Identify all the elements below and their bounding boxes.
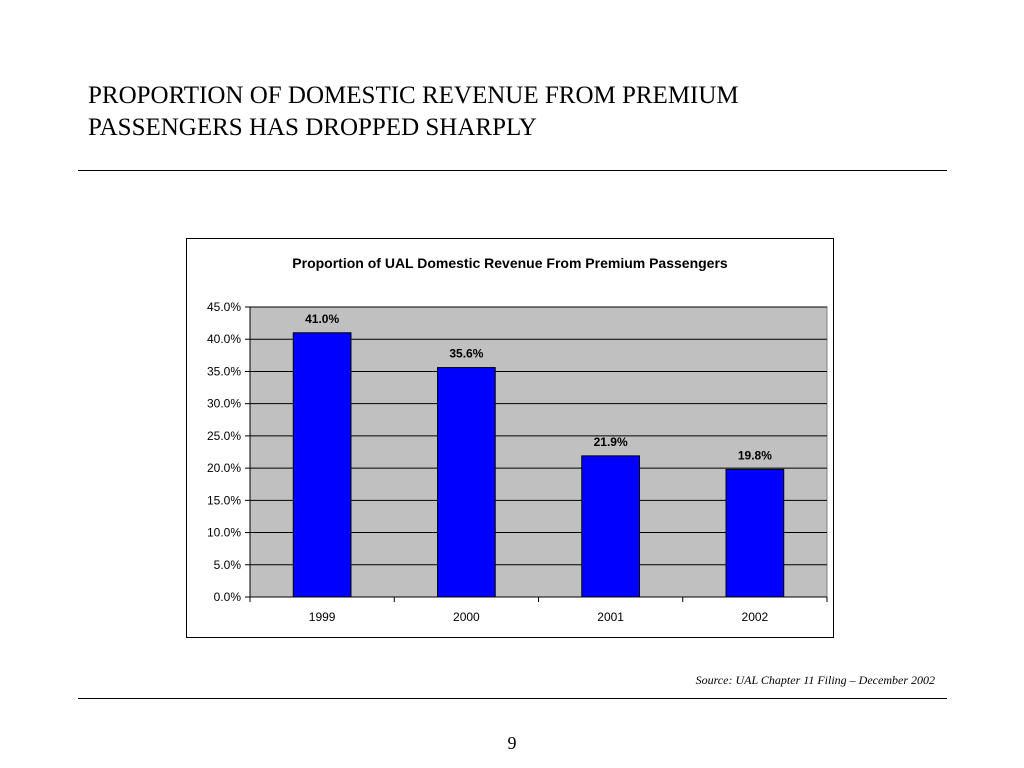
data-label-2001: 21.9%: [594, 435, 628, 449]
bar-chart: Proportion of UAL Domestic Revenue From …: [207, 255, 828, 624]
x-tick-label-1999: 1999: [309, 610, 336, 624]
y-tick-label: 5.0%: [214, 558, 242, 572]
page-number: 9: [507, 733, 517, 753]
y-tick-label: 45.0%: [207, 300, 241, 314]
bar-1999: [292, 332, 352, 598]
y-tick-label: 30.0%: [207, 397, 241, 411]
bar-2001: [581, 455, 640, 598]
data-label-2002: 19.8%: [738, 448, 772, 462]
x-tick-label-2002: 2002: [742, 610, 769, 624]
chart-title: Proportion of UAL Domestic Revenue From …: [292, 255, 728, 271]
y-tick-label: 0.0%: [214, 590, 242, 604]
x-tick-label-2001: 2001: [597, 610, 624, 624]
slide-title-line-1: PROPORTION OF DOMESTIC REVENUE FROM PREM…: [88, 82, 739, 109]
source-note: Source: UAL Chapter 11 Filing – December…: [695, 673, 935, 687]
slide-title-line-2: PASSENGERS HAS DROPPED SHARPLY: [88, 114, 537, 141]
chart-frame: Proportion of UAL Domestic Revenue From …: [186, 238, 834, 638]
x-tick-label-2000: 2000: [453, 610, 480, 624]
y-tick-label: 20.0%: [207, 461, 241, 475]
bottom-divider: [78, 698, 947, 699]
y-tick-label: 35.0%: [207, 364, 241, 378]
y-tick-label: 10.0%: [207, 526, 241, 540]
data-label-2000: 35.6%: [449, 347, 483, 361]
y-tick-label: 40.0%: [207, 332, 241, 346]
top-divider: [78, 170, 947, 171]
bar-2000: [437, 367, 496, 598]
bar-2002: [725, 468, 785, 598]
y-tick-label: 25.0%: [207, 429, 241, 443]
slide-title: PROPORTION OF DOMESTIC REVENUE FROM PREM…: [88, 80, 908, 144]
y-tick-label: 15.0%: [207, 493, 241, 507]
data-label-1999: 41.0%: [305, 312, 339, 326]
